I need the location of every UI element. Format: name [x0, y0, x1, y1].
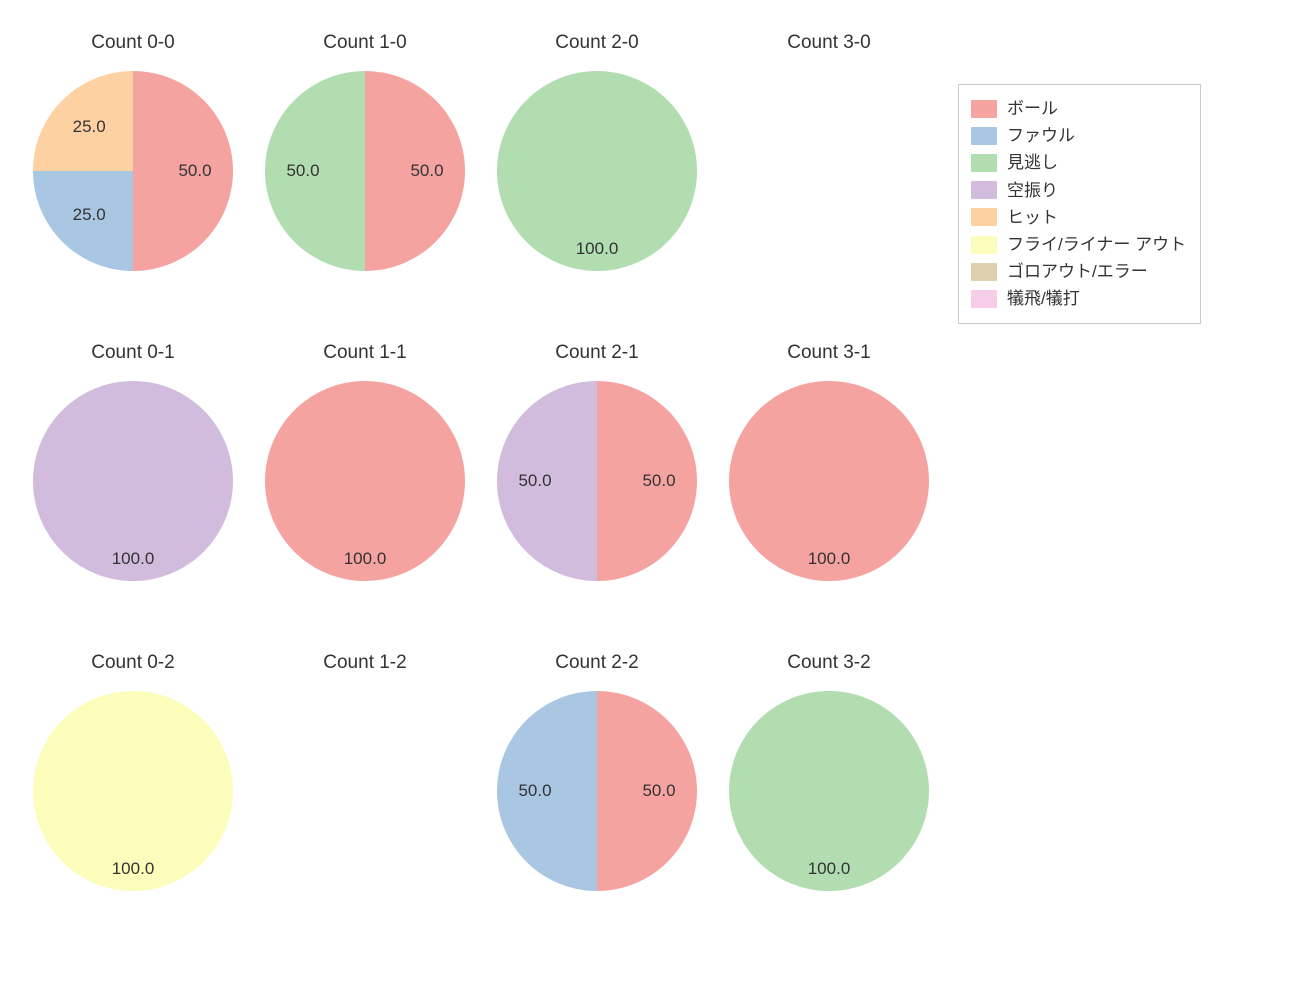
legend-item: 空振り	[971, 177, 1186, 204]
pie-chart	[260, 376, 470, 586]
legend-swatch	[971, 263, 997, 281]
pie-holder: 50.050.0	[492, 376, 702, 586]
panel-title: Count 1-0	[250, 32, 480, 54]
legend-item: ボール	[971, 95, 1186, 122]
pie-slice-look	[265, 71, 365, 271]
legend-label: ボール	[1007, 95, 1058, 122]
legend-label: フライ/ライナー アウト	[1007, 231, 1186, 258]
pie-holder: 100.0	[724, 686, 934, 896]
legend-swatch	[971, 208, 997, 226]
pie-holder: 50.050.0	[260, 66, 470, 276]
legend-swatch	[971, 154, 997, 172]
pie-holder: 50.050.0	[492, 686, 702, 896]
pie-panel: Count 0-2 100.0	[18, 652, 248, 896]
panel-title: Count 1-1	[250, 342, 480, 364]
pie-chart	[28, 376, 238, 586]
pie-panel: Count 2-1 50.050.0	[482, 342, 712, 586]
panel-title: Count 2-2	[482, 652, 712, 674]
pie-slice-ball	[365, 71, 465, 271]
legend-item: 見逃し	[971, 149, 1186, 176]
pie-slice-flyliner	[33, 691, 233, 891]
pie-chart	[492, 686, 702, 896]
pie-slice-look	[729, 691, 929, 891]
legend-item: フライ/ライナー アウト	[971, 231, 1186, 258]
pie-chart	[724, 686, 934, 896]
pie-panel: Count 3-2 100.0	[714, 652, 944, 896]
legend-swatch	[971, 100, 997, 118]
legend-label: 見逃し	[1007, 149, 1058, 176]
pie-holder: 100.0	[260, 376, 470, 586]
legend-swatch	[971, 236, 997, 254]
legend: ボールファウル見逃し空振りヒットフライ/ライナー アウトゴロアウト/エラー犠飛/…	[958, 84, 1201, 324]
legend-item: ヒット	[971, 204, 1186, 231]
pie-slice-swing	[33, 381, 233, 581]
pie-holder: 100.0	[724, 376, 934, 586]
pie-panel: Count 2-0 100.0	[482, 32, 712, 276]
pie-panel: Count 0-0 50.025.025.0	[18, 32, 248, 276]
pie-slice-ball	[729, 381, 929, 581]
pie-holder	[260, 686, 470, 896]
legend-label: 空振り	[1007, 177, 1058, 204]
pie-slice-ball	[597, 691, 697, 891]
legend-label: ファウル	[1007, 122, 1075, 149]
pie-holder: 100.0	[28, 376, 238, 586]
legend-swatch	[971, 181, 997, 199]
pie-holder	[724, 66, 934, 276]
panel-title: Count 2-1	[482, 342, 712, 364]
legend-item: ファウル	[971, 122, 1186, 149]
pie-slice-ball	[133, 71, 233, 271]
pie-holder: 100.0	[492, 66, 702, 276]
pie-chart	[28, 686, 238, 896]
pie-panel: Count 0-1 100.0	[18, 342, 248, 586]
panel-title: Count 0-0	[18, 32, 248, 54]
pie-chart	[260, 66, 470, 276]
legend-item: ゴロアウト/エラー	[971, 258, 1186, 285]
pie-holder: 50.025.025.0	[28, 66, 238, 276]
panel-title: Count 0-1	[18, 342, 248, 364]
panel-title: Count 0-2	[18, 652, 248, 674]
panel-title: Count 2-0	[482, 32, 712, 54]
legend-label: ヒット	[1007, 204, 1058, 231]
pie-slice-swing	[497, 381, 597, 581]
legend-item: 犠飛/犠打	[971, 285, 1186, 312]
legend-swatch	[971, 290, 997, 308]
pie-panel: Count 1-2	[250, 652, 480, 896]
pie-panel: Count 2-2 50.050.0	[482, 652, 712, 896]
pie-panel: Count 1-0 50.050.0	[250, 32, 480, 276]
pie-chart	[492, 376, 702, 586]
legend-swatch	[971, 127, 997, 145]
pie-slice-ball	[265, 381, 465, 581]
pie-panel: Count 3-0	[714, 32, 944, 276]
pie-slice-look	[497, 71, 697, 271]
legend-label: ゴロアウト/エラー	[1007, 258, 1148, 285]
legend-label: 犠飛/犠打	[1007, 285, 1080, 312]
pie-chart	[492, 66, 702, 276]
pie-slice-hit	[33, 71, 133, 171]
panel-title: Count 3-2	[714, 652, 944, 674]
pie-holder: 100.0	[28, 686, 238, 896]
pie-slice-foul	[497, 691, 597, 891]
chart-grid: Count 0-050.025.025.0Count 1-050.050.0Co…	[0, 0, 1300, 1000]
pie-panel: Count 3-1 100.0	[714, 342, 944, 586]
pie-chart	[724, 376, 934, 586]
pie-slice-foul	[33, 171, 133, 271]
panel-title: Count 3-0	[714, 32, 944, 54]
panel-title: Count 1-2	[250, 652, 480, 674]
panel-title: Count 3-1	[714, 342, 944, 364]
pie-slice-ball	[597, 381, 697, 581]
pie-chart	[28, 66, 238, 276]
pie-panel: Count 1-1 100.0	[250, 342, 480, 586]
